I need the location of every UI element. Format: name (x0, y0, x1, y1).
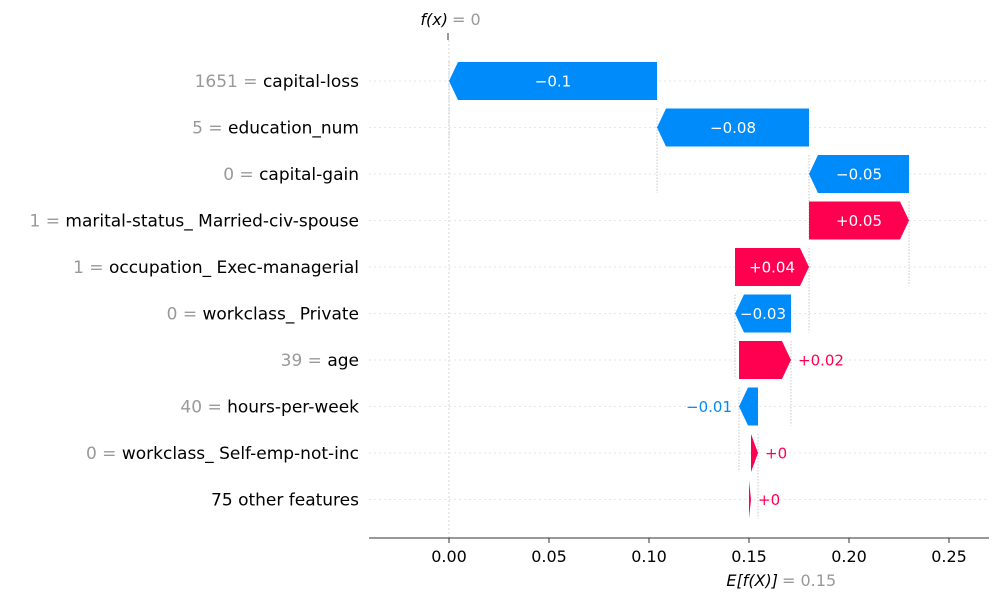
negative-bar (809, 155, 909, 193)
feature-label: 75 other features (211, 491, 359, 511)
feature-label: 1651 = capital-loss (195, 72, 360, 92)
efx-value: = 0.15 (782, 571, 836, 590)
feature-label: 39 = age (281, 351, 359, 371)
feature-name: marital-status_ Married-civ-spouse (65, 212, 359, 232)
feature-name: workclass_ Self-emp-not-inc (122, 444, 359, 464)
feature-label: 0 = workclass_ Private (167, 305, 359, 325)
contribution-label: −0.08 (710, 119, 756, 137)
bars: −0.1 −0.08 −0.05 +0.05 +0.04 −0.03 +0.02 −0.01 +… (449, 62, 909, 519)
feature-name: capital-loss (263, 72, 359, 92)
contribution-label: +0 (765, 445, 787, 463)
feature-name: capital-gain (259, 165, 359, 185)
contribution-label: +0.05 (836, 212, 882, 230)
feature-labels: 1651 = capital-loss 5 = education_num 0 = … (30, 72, 360, 511)
contribution-label: −0.05 (836, 166, 882, 184)
positive-bar (739, 341, 791, 379)
fx-value: = 0 (452, 10, 481, 29)
x-tick-label: 0.20 (831, 547, 867, 566)
feature-name: age (327, 351, 359, 371)
feature-value: 0 = (167, 305, 203, 325)
feature-name: workclass_ Private (202, 305, 359, 325)
contribution-label: +0.02 (798, 352, 844, 370)
contribution-label: +0.04 (749, 259, 795, 277)
positive-bar (735, 248, 809, 286)
feature-label: 1 = marital-status_ Married-civ-spouse (30, 212, 359, 232)
feature-label: 0 = workclass_ Self-emp-not-inc (86, 444, 359, 464)
feature-label: 5 = education_num (192, 119, 359, 139)
feature-name: occupation_ Exec-managerial (109, 258, 359, 278)
contribution-label: −0.03 (740, 305, 786, 323)
feature-value: 0 = (86, 444, 122, 464)
positive-bar (809, 201, 909, 240)
feature-name: hours-per-week (227, 398, 359, 418)
x-tick-label: 0.10 (631, 547, 667, 566)
x-tick-label: 0.25 (931, 547, 967, 566)
negative-bar (449, 62, 657, 100)
feature-value: 0 = (223, 165, 259, 185)
feature-name: education_num (228, 119, 359, 139)
contribution-label: −0.1 (535, 73, 571, 91)
feature-name: 75 other features (211, 491, 359, 511)
positive-bar (751, 434, 758, 472)
x-tick-label: 0.15 (731, 547, 767, 566)
feature-value: 1651 = (195, 72, 263, 92)
contribution-label: +0 (758, 491, 780, 509)
negative-bar (739, 387, 758, 426)
negative-bar (735, 294, 791, 333)
feature-value: 39 = (281, 351, 328, 371)
feature-value: 40 = (180, 398, 227, 418)
grid-lines (369, 40, 989, 538)
negative-bar (657, 108, 809, 147)
feature-value: 1 = (30, 212, 66, 232)
x-axis-ticks: 0.00 0.05 0.10 0.15 0.20 0.25 (431, 538, 967, 566)
contribution-label: −0.01 (686, 398, 732, 416)
feature-label: 40 = hours-per-week (180, 398, 359, 418)
feature-value: 1 = (73, 258, 109, 278)
x-tick-label: 0.00 (431, 547, 467, 566)
efx-label: E[f(X)] (726, 571, 778, 590)
feature-label: 1 = occupation_ Exec-managerial (73, 258, 359, 278)
fx-label: f(x) (420, 10, 448, 29)
feature-value: 5 = (192, 119, 228, 139)
positive-bar (749, 480, 751, 519)
feature-label: 0 = capital-gain (223, 165, 359, 185)
x-tick-label: 0.05 (531, 547, 567, 566)
